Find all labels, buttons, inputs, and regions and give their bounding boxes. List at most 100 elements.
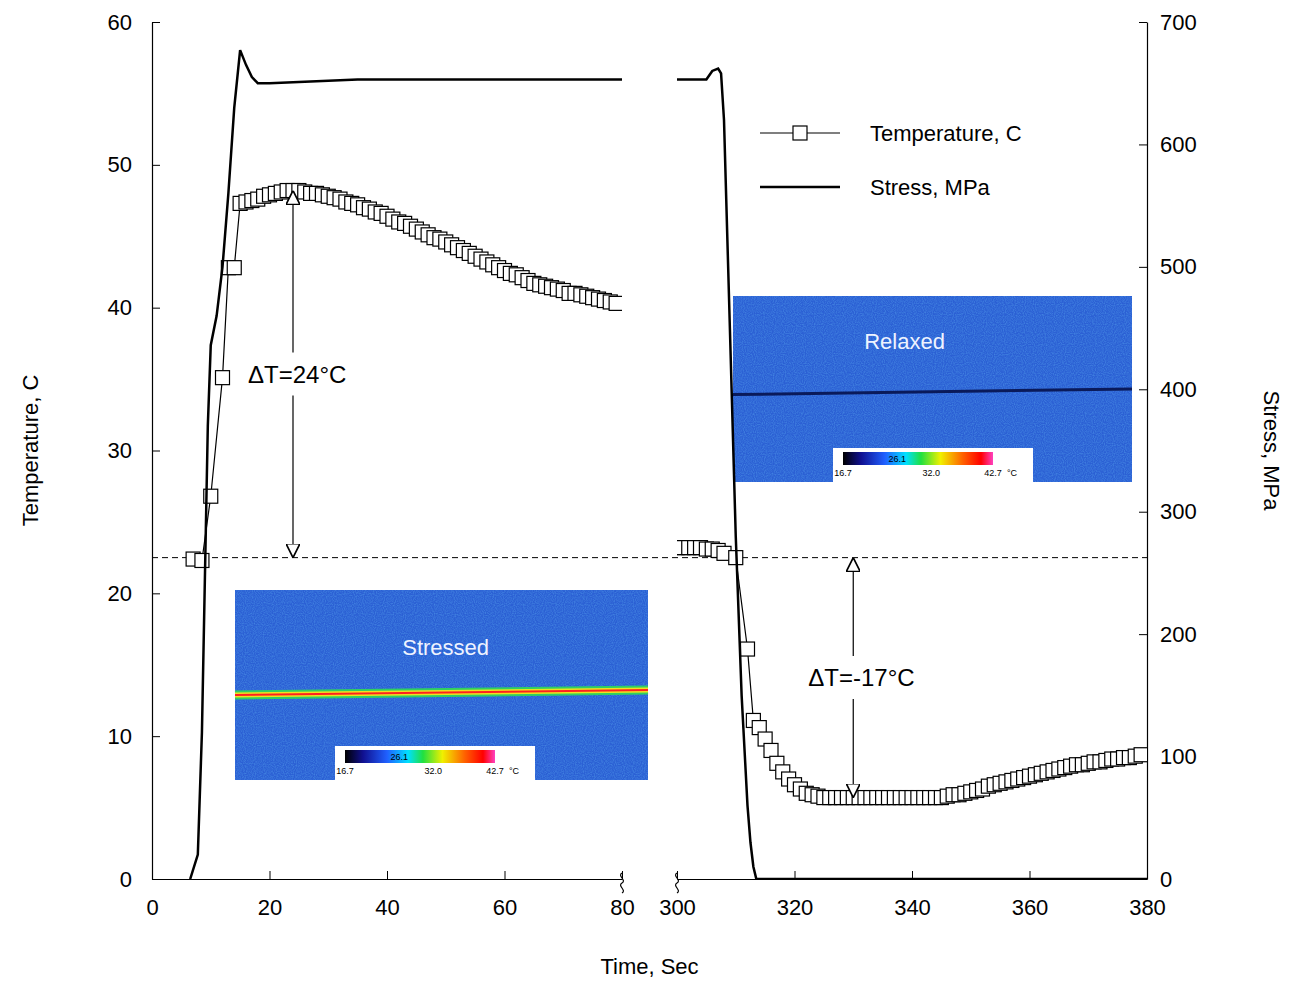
tick-mark xyxy=(1139,144,1147,145)
axis-line xyxy=(678,879,1148,880)
tick: 40 xyxy=(375,871,399,920)
colorbar-box xyxy=(833,448,1033,482)
image-stripe xyxy=(235,690,648,695)
series-line xyxy=(677,69,1147,879)
tick-label: 200 xyxy=(1160,622,1197,647)
plot-area xyxy=(186,50,622,879)
tick-label: 20 xyxy=(108,581,132,606)
plot-area xyxy=(677,69,1147,879)
tick-mark xyxy=(387,871,388,879)
image-stripe xyxy=(733,389,1132,395)
annotation-arrow xyxy=(853,699,854,797)
series-line xyxy=(190,50,622,879)
tick: 600 xyxy=(1139,132,1197,157)
reference-lines xyxy=(152,557,1147,558)
thermal-image: Relaxed16.732.042.726.1°C xyxy=(733,296,1132,482)
tick: 400 xyxy=(1139,377,1197,402)
tick-label: 100 xyxy=(1160,744,1197,769)
point xyxy=(195,553,209,567)
tick: 500 xyxy=(1139,254,1197,279)
colorbar-tick-label: 16.7 xyxy=(834,468,852,478)
colorbar-readout: 26.1 xyxy=(390,752,408,762)
colorbar-unit: °C xyxy=(1007,468,1018,478)
tick-label: 30 xyxy=(108,438,132,463)
tick: 30 xyxy=(108,438,160,463)
legend-label: Stress, MPa xyxy=(870,175,991,200)
colorbar-tick-label: 32.0 xyxy=(923,468,941,478)
tick-label: 10 xyxy=(108,724,132,749)
chart: Stressed16.732.042.726.1°CRelaxed16.732.… xyxy=(0,0,1294,990)
point xyxy=(216,371,230,385)
annotation: ΔT=24°C xyxy=(248,361,346,388)
tick: 50 xyxy=(108,152,160,177)
x-axis: 0 20 40 60 80 xyxy=(146,871,634,920)
y2-axis-title: Stress, MPa xyxy=(1259,391,1284,512)
thermal-image: Stressed16.732.042.726.1°C xyxy=(235,590,648,780)
y2-axis: 0 100 200 300 400 500 600 700 xyxy=(1139,10,1197,892)
tick-mark xyxy=(152,451,160,452)
image-stripe xyxy=(235,690,648,695)
image-stripe xyxy=(235,690,648,695)
tick-mark xyxy=(1139,22,1147,23)
tick-label: 60 xyxy=(493,895,517,920)
break-mark xyxy=(676,873,679,893)
series-line xyxy=(677,548,1141,798)
tick: 60 xyxy=(108,10,160,35)
legend: Temperature, C Stress, MPa xyxy=(760,121,1022,200)
tick: 20 xyxy=(108,581,160,606)
colorbar-tick-label: 42.7 xyxy=(486,766,504,776)
tick-mark xyxy=(270,871,271,879)
image-background xyxy=(733,296,1132,482)
image-label: Stressed xyxy=(402,635,489,660)
colorbar xyxy=(345,750,495,763)
tick: 20 xyxy=(258,871,282,920)
tick-mark xyxy=(1139,879,1147,880)
point xyxy=(764,743,778,757)
tick: 10 xyxy=(108,724,160,749)
colorbar-tick-label: 42.7 xyxy=(984,468,1002,478)
colorbar xyxy=(843,452,993,465)
tick-label: 500 xyxy=(1160,254,1197,279)
tick-mark xyxy=(152,165,160,166)
tick-label: 380 xyxy=(1129,895,1166,920)
tick-label: 40 xyxy=(375,895,399,920)
tick-label: 60 xyxy=(108,10,132,35)
break-mark xyxy=(621,873,624,893)
tick-label: 300 xyxy=(659,895,696,920)
legend-label: Temperature, C xyxy=(870,121,1022,146)
point xyxy=(741,642,755,656)
tick: 100 xyxy=(1139,744,1197,769)
tick-label: 0 xyxy=(1160,867,1172,892)
tick-mark xyxy=(152,308,160,309)
tick-label: 80 xyxy=(610,895,634,920)
point xyxy=(609,296,622,310)
tick-label: 340 xyxy=(894,895,931,920)
axis-line xyxy=(153,879,623,880)
tick: 200 xyxy=(1139,622,1197,647)
tick-label: 700 xyxy=(1160,10,1197,35)
tick-label: 0 xyxy=(146,895,158,920)
tick-mark xyxy=(1139,267,1147,268)
colorbar-readout: 26.1 xyxy=(888,454,906,464)
tick-label: 300 xyxy=(1160,499,1197,524)
tick: 0 xyxy=(120,867,160,892)
image-noise xyxy=(733,296,1132,482)
tick-mark xyxy=(1139,634,1147,635)
axis-break xyxy=(621,873,679,893)
annotation: ΔT=-17°C xyxy=(808,664,914,691)
tick: 700 xyxy=(1139,10,1197,35)
colorbar-tick-label: 16.7 xyxy=(336,766,354,776)
tick-label: 0 xyxy=(120,867,132,892)
annotation-arrow xyxy=(292,191,293,353)
tick-mark xyxy=(1139,389,1147,390)
series-line xyxy=(193,191,616,561)
annotation-arrow xyxy=(292,396,293,558)
point xyxy=(227,261,241,275)
tick: 300 xyxy=(1139,499,1197,524)
tick: 300 xyxy=(659,871,696,920)
annotation-arrow xyxy=(853,558,854,656)
tick-mark xyxy=(505,871,506,879)
colorbar-tick-label: 32.0 xyxy=(425,766,443,776)
image-background xyxy=(235,590,648,780)
tick-label: 40 xyxy=(108,295,132,320)
